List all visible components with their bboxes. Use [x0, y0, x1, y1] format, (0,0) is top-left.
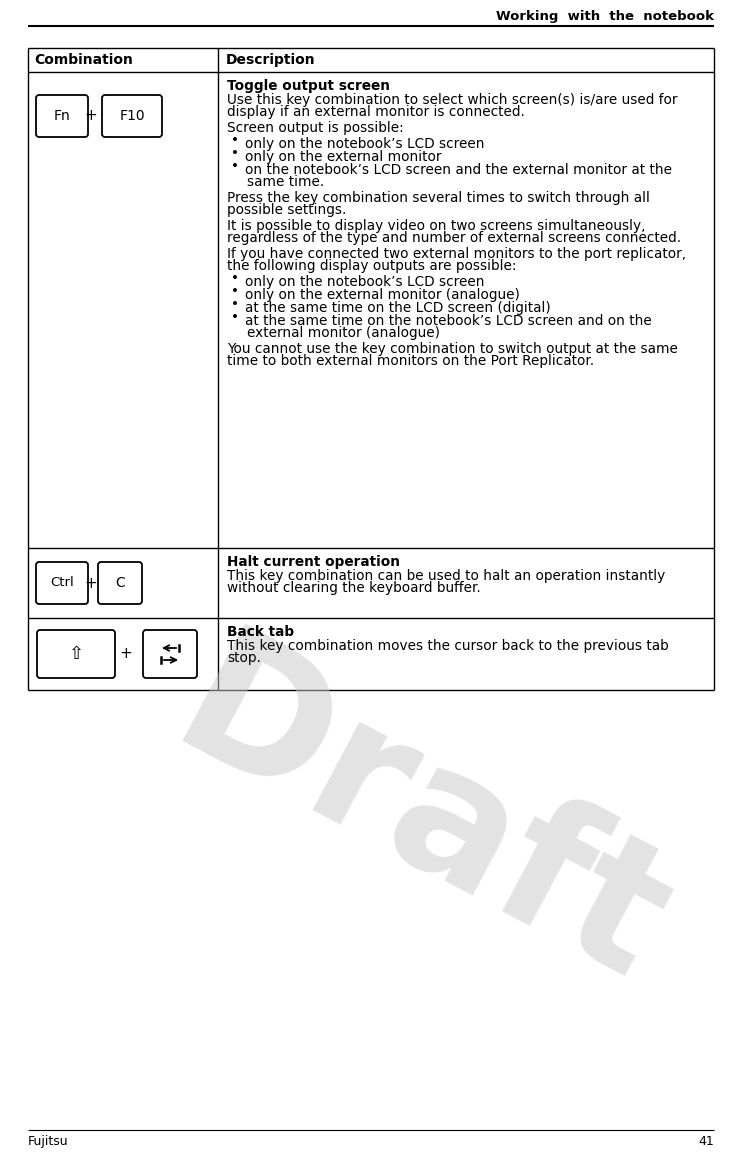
Text: If you have connected two external monitors to the port replicator,: If you have connected two external monit…: [227, 247, 686, 261]
FancyBboxPatch shape: [36, 562, 88, 604]
Text: This key combination moves the cursor back to the previous tab: This key combination moves the cursor ba…: [227, 639, 669, 653]
Text: Fujitsu: Fujitsu: [28, 1135, 68, 1148]
Text: Draft: Draft: [147, 618, 693, 1021]
Text: +: +: [85, 109, 97, 124]
Text: without clearing the keyboard buffer.: without clearing the keyboard buffer.: [227, 581, 481, 595]
Text: Toggle output screen: Toggle output screen: [227, 79, 390, 93]
Text: F10: F10: [119, 109, 145, 123]
Text: Back tab: Back tab: [227, 625, 294, 639]
Text: display if an external monitor is connected.: display if an external monitor is connec…: [227, 105, 525, 119]
Text: Press the key combination several times to switch through all: Press the key combination several times …: [227, 191, 650, 205]
Text: Use this key combination to select which screen(s) is/are used for: Use this key combination to select which…: [227, 93, 677, 107]
Text: +: +: [85, 576, 97, 591]
Text: regardless of the type and number of external screens connected.: regardless of the type and number of ext…: [227, 230, 681, 245]
Text: at the same time on the notebook’s LCD screen and on the: at the same time on the notebook’s LCD s…: [245, 314, 651, 328]
Text: This key combination can be used to halt an operation instantly: This key combination can be used to halt…: [227, 569, 666, 582]
Text: •: •: [231, 133, 239, 147]
Text: the following display outputs are possible:: the following display outputs are possib…: [227, 259, 516, 273]
Text: It is possible to display video on two screens simultaneously,: It is possible to display video on two s…: [227, 219, 646, 233]
Text: •: •: [231, 159, 239, 173]
Text: only on the notebook’s LCD screen: only on the notebook’s LCD screen: [245, 137, 485, 151]
Text: Halt current operation: Halt current operation: [227, 555, 400, 569]
Text: stop.: stop.: [227, 651, 261, 665]
FancyBboxPatch shape: [98, 562, 142, 604]
Text: C: C: [115, 576, 125, 589]
FancyBboxPatch shape: [37, 630, 115, 677]
Text: possible settings.: possible settings.: [227, 203, 347, 217]
Text: Ctrl: Ctrl: [50, 577, 74, 589]
Text: •: •: [231, 310, 239, 324]
Text: Fn: Fn: [53, 109, 70, 123]
Text: •: •: [231, 284, 239, 298]
Text: on the notebook’s LCD screen and the external monitor at the: on the notebook’s LCD screen and the ext…: [245, 163, 672, 177]
Text: time to both external monitors on the Port Replicator.: time to both external monitors on the Po…: [227, 354, 594, 368]
FancyBboxPatch shape: [143, 630, 197, 677]
Text: ⇧: ⇧: [68, 645, 84, 664]
Text: at the same time on the LCD screen (digital): at the same time on the LCD screen (digi…: [245, 301, 551, 315]
Text: Combination: Combination: [34, 53, 133, 67]
Text: same time.: same time.: [247, 175, 324, 189]
FancyBboxPatch shape: [102, 95, 162, 137]
Text: only on the external monitor (analogue): only on the external monitor (analogue): [245, 288, 520, 302]
Text: external monitor (analogue): external monitor (analogue): [247, 327, 440, 340]
Text: Screen output is possible:: Screen output is possible:: [227, 120, 404, 135]
Text: +: +: [119, 646, 132, 661]
FancyBboxPatch shape: [36, 95, 88, 137]
Text: only on the notebook’s LCD screen: only on the notebook’s LCD screen: [245, 274, 485, 290]
Text: You cannot use the key combination to switch output at the same: You cannot use the key combination to sw…: [227, 342, 678, 356]
Text: •: •: [231, 296, 239, 312]
Text: •: •: [231, 146, 239, 160]
Text: Working  with  the  notebook: Working with the notebook: [496, 10, 714, 23]
Text: •: •: [231, 271, 239, 285]
Text: only on the external monitor: only on the external monitor: [245, 151, 441, 164]
Text: Description: Description: [226, 53, 315, 67]
Text: 41: 41: [698, 1135, 714, 1148]
